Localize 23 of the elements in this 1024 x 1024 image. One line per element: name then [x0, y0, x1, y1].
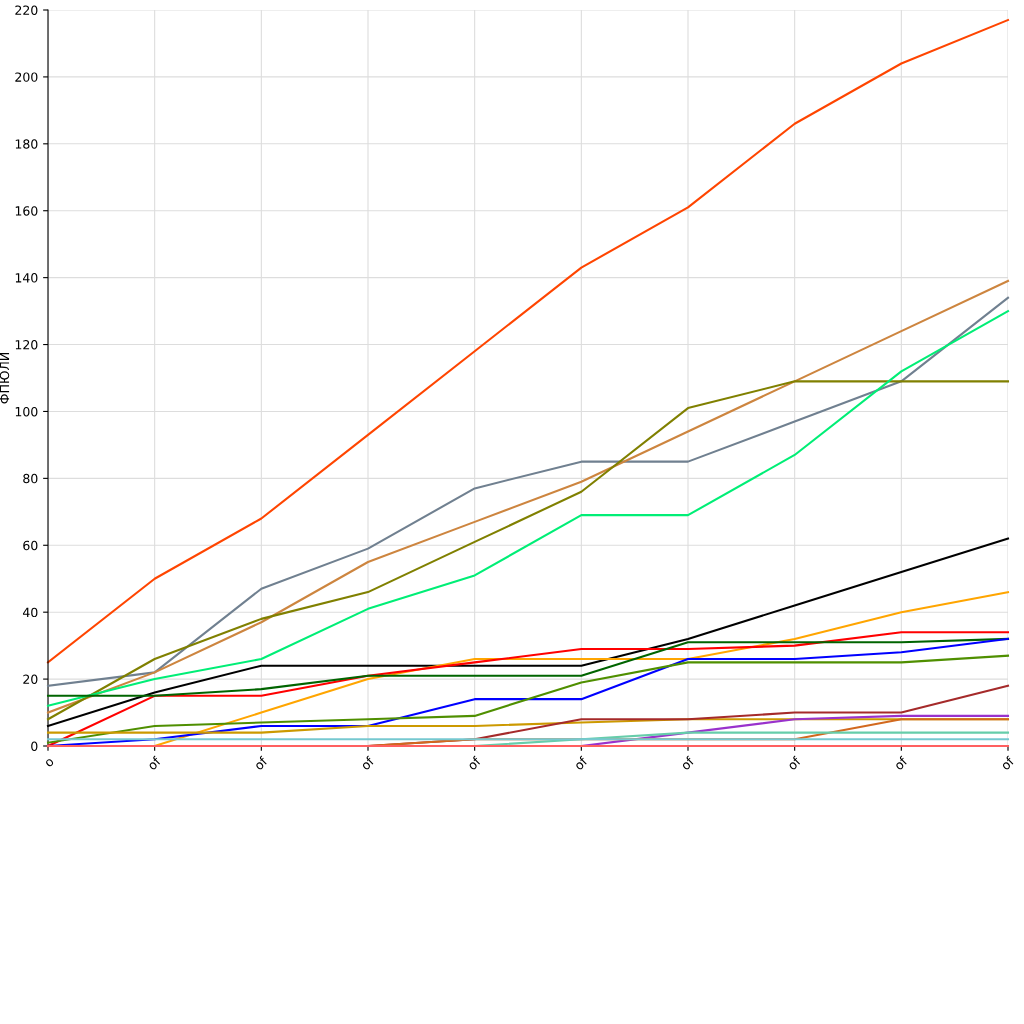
y-tick-label: 80 [23, 473, 38, 484]
y-tick-label: 120 [15, 340, 38, 350]
y-tick-label: 160 [15, 206, 38, 216]
x-tick-label: of [253, 755, 269, 771]
y-tick-label: 60 [23, 540, 38, 551]
y-tick-label: 180 [15, 139, 38, 149]
x-tick-label: of [679, 755, 696, 771]
y-tick-label: 140 [15, 273, 38, 283]
x-tick-label: o [44, 757, 55, 768]
y-tick-label: 40 [22, 607, 38, 618]
y-tick-label: 100 [15, 406, 38, 417]
x-tick-label: of [146, 755, 162, 771]
x-tick-label: of [573, 755, 589, 771]
y-tick-label: 200 [15, 72, 38, 82]
x-tick-label: of [466, 755, 482, 771]
y-tick-label: 20 [23, 674, 38, 685]
y-tick-label: 220 [15, 5, 38, 15]
y-axis-title: ФПЮЛИ [0, 353, 10, 404]
x-tick-label: of [359, 755, 376, 771]
y-tick-label: 0 [31, 741, 38, 751]
x-tick-label: of [893, 755, 909, 771]
x-tick-label: of [999, 755, 1016, 771]
x-tick-label: of [786, 755, 802, 771]
